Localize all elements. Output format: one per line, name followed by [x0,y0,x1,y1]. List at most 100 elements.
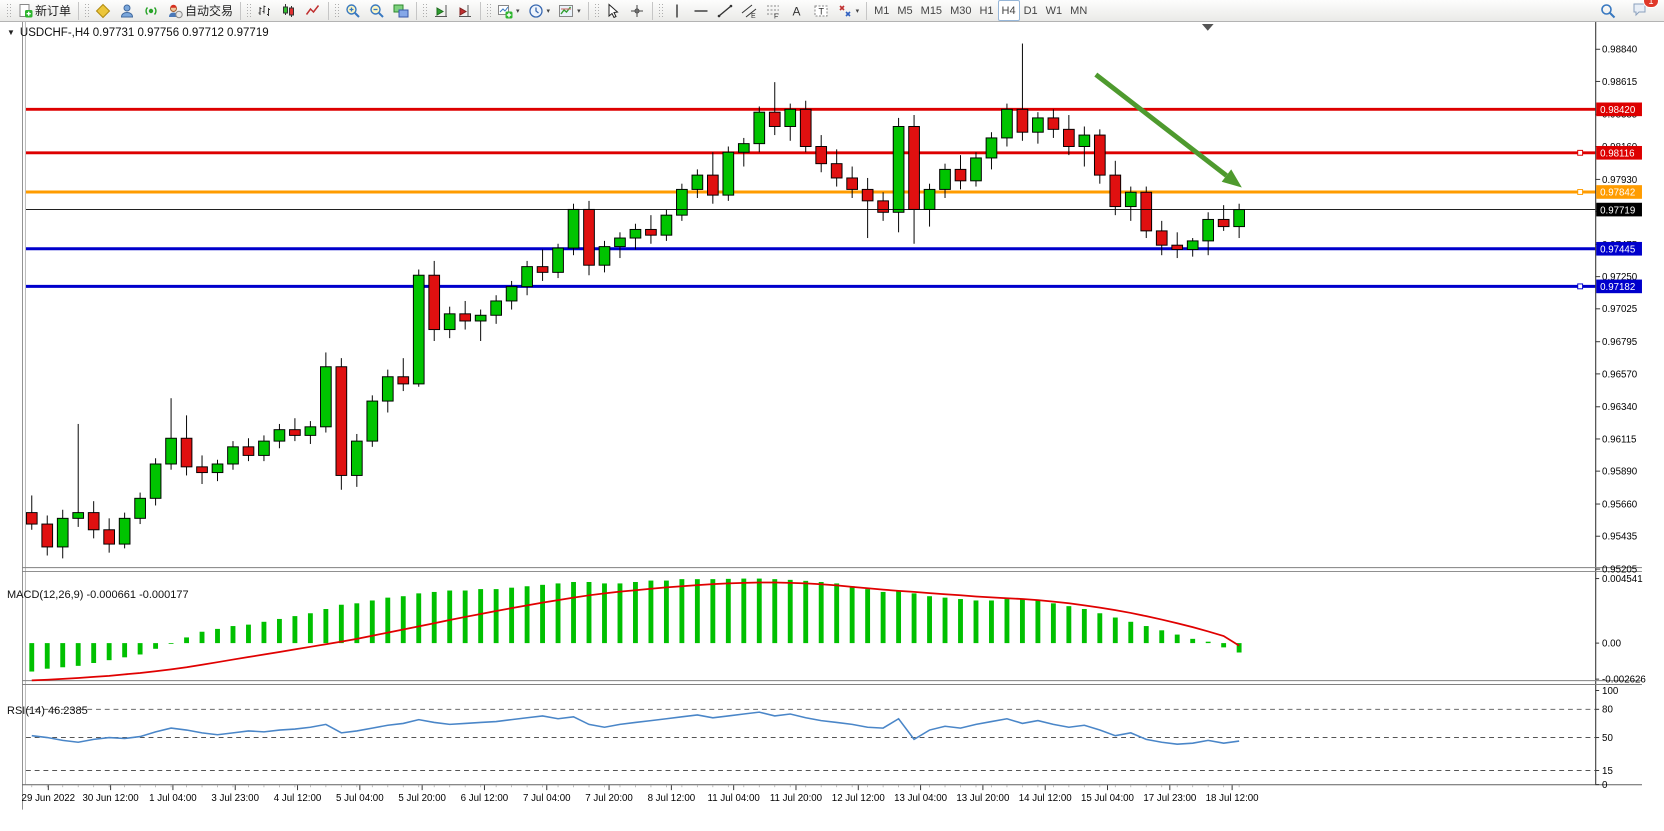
text-label-button[interactable]: T [809,0,833,21]
indicators-button[interactable]: ▾ [493,0,524,21]
auto-scroll-button[interactable] [429,0,453,21]
macd-histogram-bar [60,643,66,668]
macd-histogram-bar [199,631,205,644]
price-badge-value: 0.97445 [1600,244,1635,255]
price-tick-label: 0.95890 [1602,467,1638,478]
line-chart-button[interactable] [301,0,325,21]
timeframe-m5-button[interactable]: M5 [893,0,916,21]
zoom-in-button[interactable] [341,0,365,21]
price-badge-value: 0.98116 [1600,148,1634,159]
trend-arrow[interactable] [1094,72,1228,178]
trendline-button[interactable] [713,0,737,21]
macd-histogram-bar [307,613,313,644]
cursor-button[interactable] [601,0,625,21]
dropdown-arrow-icon[interactable]: ▾ [546,7,551,15]
chart-shift-button[interactable] [453,0,477,21]
periods-button[interactable]: ▾ [524,0,555,21]
chart-shift-marker[interactable] [1201,23,1214,31]
navigator-button[interactable] [115,0,139,21]
crosshair-button[interactable] [625,0,649,21]
arrows-button[interactable]: ▾ [833,0,864,21]
horizontal-line-button[interactable] [689,0,713,21]
candle [1140,186,1153,239]
candle [985,132,998,170]
market-watch-button[interactable] [91,0,115,21]
dropdown-arrow-icon[interactable]: ▾ [577,7,581,15]
signals-button[interactable] [139,0,163,21]
dropdown-arrow-icon[interactable]: ▾ [516,7,520,15]
macd-histogram-bar [416,593,422,644]
toolbar-grip[interactable] [422,3,428,18]
macd-histogram-bar [1097,613,1103,644]
auto-trading-button[interactable]: 自动交易 [163,0,237,21]
chevron-down-icon[interactable]: ▼ [7,28,15,37]
macd-scale-label: 0.00 [1602,639,1622,650]
line-handle[interactable] [1577,189,1584,195]
price-tick-label: 0.96115 [1602,434,1636,445]
time-axis-label: 11 Jul 20:00 [770,793,823,804]
macd-histogram-bar [1143,626,1149,644]
tile-windows-button[interactable] [389,0,413,21]
zoom-out-button[interactable] [365,0,389,21]
auto-trading-button-label: 自动交易 [185,4,234,18]
equidistant-channel-button[interactable]: E [737,0,761,21]
macd-histogram-bar [44,643,50,669]
text-label-icon: T [813,3,829,19]
macd-histogram-bar [338,604,344,644]
toolbar-grip[interactable] [334,3,340,18]
macd-histogram-bar [617,583,623,644]
candle [118,512,131,549]
time-axis-label: 7 Jul 04:00 [523,793,571,804]
candle [397,358,410,392]
text-button[interactable]: A [785,0,809,21]
timeframe-m15-button[interactable]: M15 [917,0,946,21]
chart-canvas[interactable]: 0.988400.986150.983850.981600.979300.977… [0,22,1664,831]
time-axis-label: 18 Jul 12:00 [1206,793,1260,804]
timeframe-m30-button[interactable]: M30 [946,0,975,21]
candle [614,232,626,259]
toolbar-grip[interactable] [6,3,11,18]
candle [536,249,549,281]
toolbar-grip[interactable] [486,3,492,18]
notifications-button[interactable]: 1 [1628,0,1659,22]
candle [706,152,719,204]
new-order-button[interactable]: 新订单 [13,0,75,21]
timeframe-h4-button[interactable]: H4 [997,0,1020,21]
candle [1186,238,1199,257]
dropdown-arrow-icon[interactable]: ▾ [855,7,860,15]
timeframe-m1-button[interactable]: M1 [870,0,893,21]
line-handle[interactable] [1577,149,1584,156]
candle [56,509,69,559]
macd-histogram-bar [834,583,840,644]
macd-histogram-bar [741,578,747,644]
time-axis-label: 6 Jul 12:00 [461,793,509,804]
templates-button[interactable]: ▾ [554,0,585,21]
toolbar-grip[interactable] [593,3,599,18]
timeframe-m30-button-label: M30 [950,4,972,17]
candle [134,492,146,525]
fibonacci-button[interactable]: F [761,0,785,21]
macd-histogram-bar [648,580,654,644]
timeframe-d1-button[interactable]: D1 [1020,0,1042,21]
search-button[interactable] [1596,0,1620,21]
trend-arrow-head[interactable] [1221,169,1242,188]
time-axis-label: 17 Jul 23:00 [1143,793,1197,804]
macd-histogram-bar [571,581,576,644]
new-order-button-label: 新订单 [35,4,72,18]
time-axis-label: 13 Jul 20:00 [956,793,1010,804]
timeframe-w1-button[interactable]: W1 [1042,0,1067,21]
candle [227,441,239,470]
vertical-line-button[interactable] [665,0,689,21]
macd-histogram-bar [1190,638,1196,644]
toolbar-grip[interactable] [246,3,252,18]
toolbar-grip[interactable] [84,3,90,18]
line-handle[interactable] [1577,283,1584,290]
macd-histogram-bar [989,600,994,644]
timeframe-mn-button[interactable]: MN [1066,0,1091,21]
candlestick-chart-button[interactable] [277,0,301,21]
timeframe-h1-button[interactable]: H1 [975,0,997,21]
toolbar-grip[interactable] [657,3,663,18]
candle [165,398,177,470]
bar-chart-button[interactable] [253,0,277,21]
rsi-scale-label: 50 [1602,733,1613,744]
